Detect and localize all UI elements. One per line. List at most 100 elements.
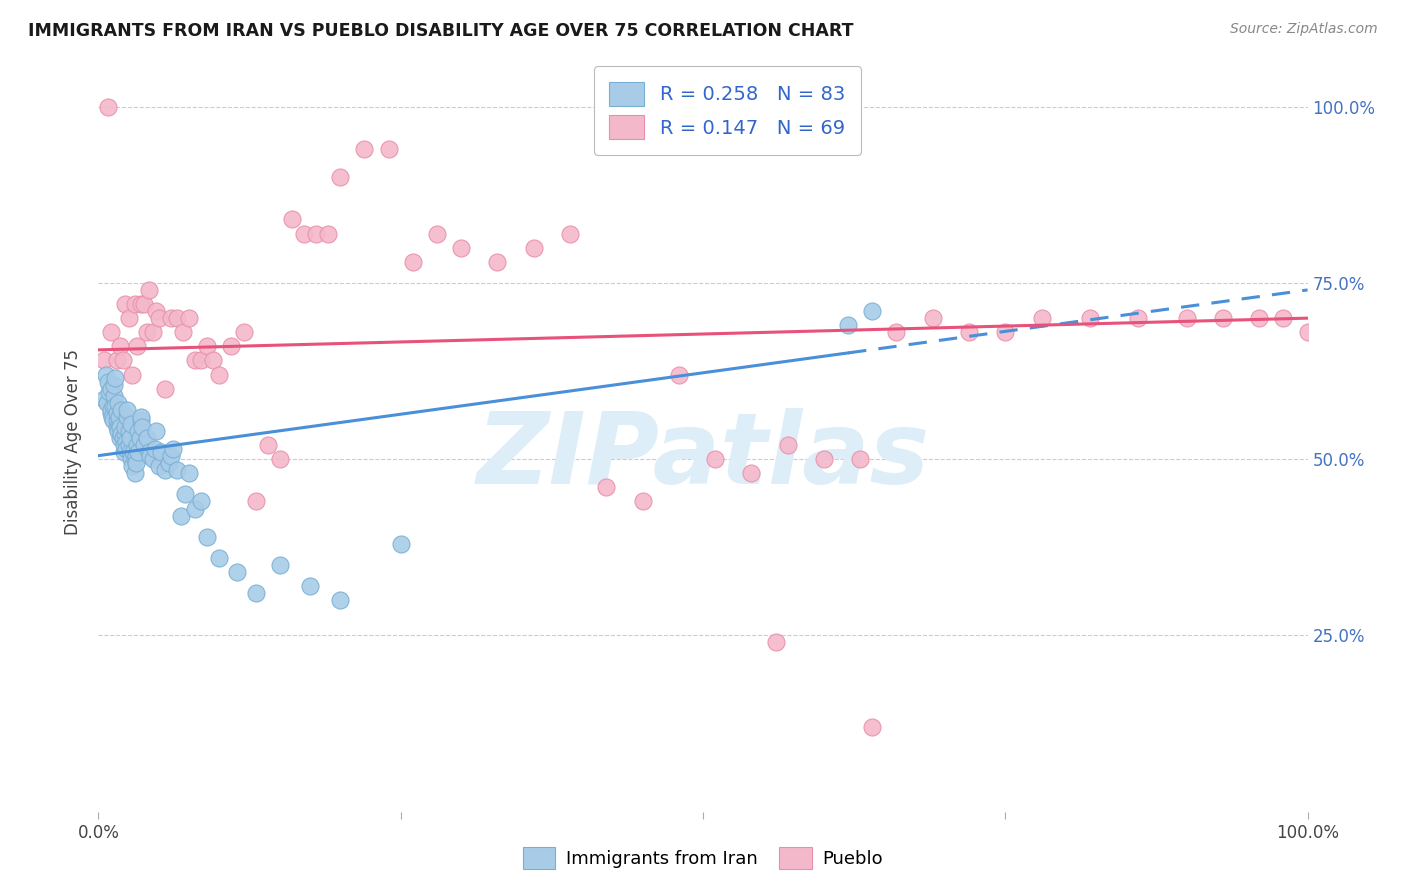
Point [115,434,138,449]
Point [776,438,799,452]
Point [129,413,152,427]
Point [120,452,142,467]
Point [96,396,118,410]
Point [221,339,243,353]
Point [101,396,124,410]
Point [169,508,191,523]
Point [138,283,160,297]
Point [98,385,121,400]
Point [94,368,117,382]
Point [138,445,160,459]
Text: Source: ZipAtlas.com: Source: ZipAtlas.com [1230,22,1378,37]
Point [125,449,148,463]
Point [1128,311,1150,326]
Point [256,438,278,452]
Point [148,311,170,326]
Point [135,325,157,339]
Point [153,463,176,477]
Point [668,368,690,382]
Point [145,304,167,318]
Point [127,438,149,452]
Point [118,311,141,326]
Point [184,501,207,516]
Point [107,396,129,410]
Point [128,431,150,445]
Point [111,353,134,368]
Point [269,558,291,572]
Point [105,413,128,427]
Point [174,487,197,501]
Point [110,402,132,417]
Point [135,431,157,445]
Point [179,467,201,481]
Point [117,409,139,424]
Point [125,456,148,470]
Point [108,420,131,434]
Point [860,304,883,318]
Point [108,409,131,424]
Point [813,452,835,467]
Point [558,227,581,241]
Point [148,459,170,474]
Point [105,420,128,434]
Point [118,445,141,459]
Point [97,100,120,114]
Point [232,325,254,339]
Point [1175,311,1198,326]
Point [127,445,149,459]
Point [127,424,149,438]
Point [114,427,136,442]
Point [292,227,315,241]
Point [704,452,727,467]
Point [153,382,176,396]
Point [115,442,138,456]
Legend: Immigrants from Iran, Pueblo: Immigrants from Iran, Pueblo [513,838,893,879]
Point [114,297,136,311]
Point [150,445,173,459]
Point [195,339,218,353]
Point [108,339,131,353]
Point [157,456,180,470]
Point [860,720,883,734]
Point [143,442,166,456]
Point [124,467,146,481]
Point [121,368,143,382]
Point [160,449,183,463]
Point [104,399,127,413]
Point [100,406,122,420]
Point [118,438,141,452]
Point [740,467,762,481]
Point [160,311,183,326]
Point [142,325,165,339]
Point [281,212,304,227]
Point [121,459,143,474]
Point [190,353,212,368]
Point [111,431,134,445]
Point [402,254,425,268]
Point [124,297,146,311]
Point [107,424,129,438]
Point [595,480,617,494]
Point [112,438,135,452]
Point [124,452,146,467]
Point [97,375,120,389]
Point [131,420,153,434]
Point [105,406,128,420]
Point [122,445,145,459]
Point [353,142,375,156]
Point [112,445,135,459]
Point [389,537,412,551]
Point [105,353,128,368]
Point [305,227,328,241]
Point [450,241,472,255]
Point [921,311,943,326]
Point [208,368,231,382]
Text: IMMIGRANTS FROM IRAN VS PUEBLO DISABILITY AGE OVER 75 CORRELATION CHART: IMMIGRANTS FROM IRAN VS PUEBLO DISABILIT… [28,22,853,40]
Point [139,449,162,463]
Point [226,565,249,579]
Point [195,530,218,544]
Point [1249,311,1271,326]
Legend: R = 0.258   N = 83, R = 0.147   N = 69: R = 0.258 N = 83, R = 0.147 N = 69 [593,66,860,154]
Point [1031,311,1053,326]
Point [129,409,152,424]
